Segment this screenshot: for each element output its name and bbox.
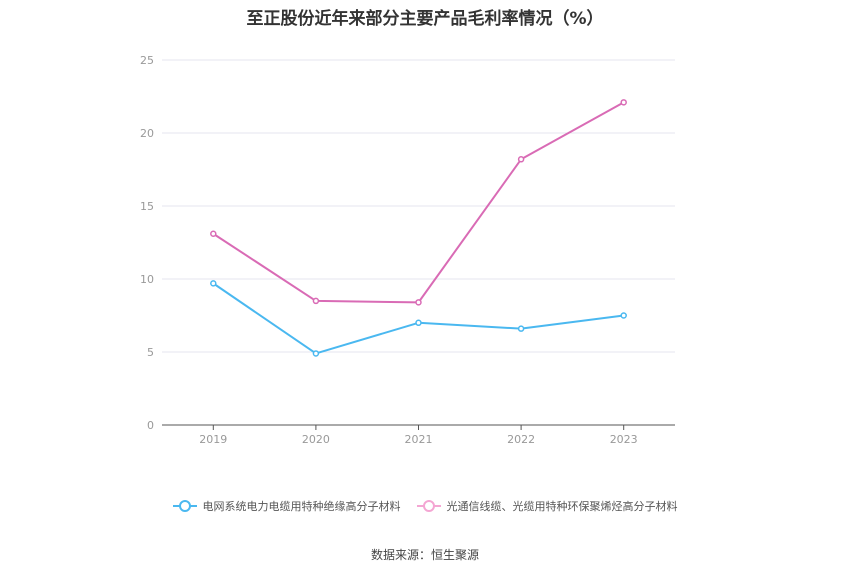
- y-tick-label: 10: [140, 273, 154, 286]
- series-line-1: [212, 282, 624, 355]
- x-tick-label: 2021: [405, 433, 433, 446]
- x-axis: 2019 2020 2021 2022 2023: [162, 424, 675, 446]
- x-tick-label: 2023: [610, 433, 638, 446]
- y-tick-label: 25: [140, 54, 154, 67]
- line-chart: 0 5 10 15 20 25 2019 2020 2021 2022 2023: [140, 54, 675, 446]
- chart-title: 至正股份近年来部分主要产品毛利率情况（%）: [246, 9, 604, 29]
- data-point[interactable]: [415, 299, 422, 306]
- data-point[interactable]: [620, 99, 627, 106]
- data-point[interactable]: [312, 297, 320, 305]
- y-tick-labels: 0 5 10 15 20 25: [140, 54, 154, 432]
- data-point[interactable]: [517, 156, 525, 163]
- legend: 电网系统电力电缆用特种绝缘高分子材料 光通信线缆、光缆用特种环保聚烯烃高分子材料: [0, 498, 850, 514]
- data-point[interactable]: [210, 280, 217, 287]
- x-tick-label: 2019: [199, 433, 227, 446]
- y-tick-label: 15: [140, 200, 154, 213]
- series-line-2: [212, 101, 625, 304]
- y-tick-label: 0: [147, 419, 154, 432]
- data-point[interactable]: [210, 230, 217, 237]
- legend-marker-series-1: [172, 499, 197, 513]
- data-point[interactable]: [517, 325, 525, 332]
- series-lines: [210, 99, 627, 357]
- legend-item-series-1[interactable]: 电网系统电力电缆用特种绝缘高分子材料: [172, 498, 401, 514]
- legend-item-series-2[interactable]: 光通信线缆、光缆用特种环保聚烯烃高分子材料: [416, 498, 678, 514]
- y-tick-label: 20: [140, 127, 154, 140]
- grid-lines: [162, 59, 675, 353]
- data-point[interactable]: [620, 312, 627, 319]
- legend-label-series-1: 电网系统电力电缆用特种绝缘高分子材料: [202, 500, 401, 513]
- data-point[interactable]: [312, 350, 320, 357]
- x-tick-label: 2020: [302, 433, 330, 446]
- legend-label-series-2: 光通信线缆、光缆用特种环保聚烯烃高分子材料: [446, 500, 678, 513]
- y-tick-label: 5: [147, 346, 154, 359]
- legend-marker-series-2: [416, 499, 441, 513]
- data-source: 数据来源：恒生聚源: [370, 548, 479, 562]
- data-point[interactable]: [415, 319, 422, 327]
- x-tick-label: 2022: [507, 433, 535, 446]
